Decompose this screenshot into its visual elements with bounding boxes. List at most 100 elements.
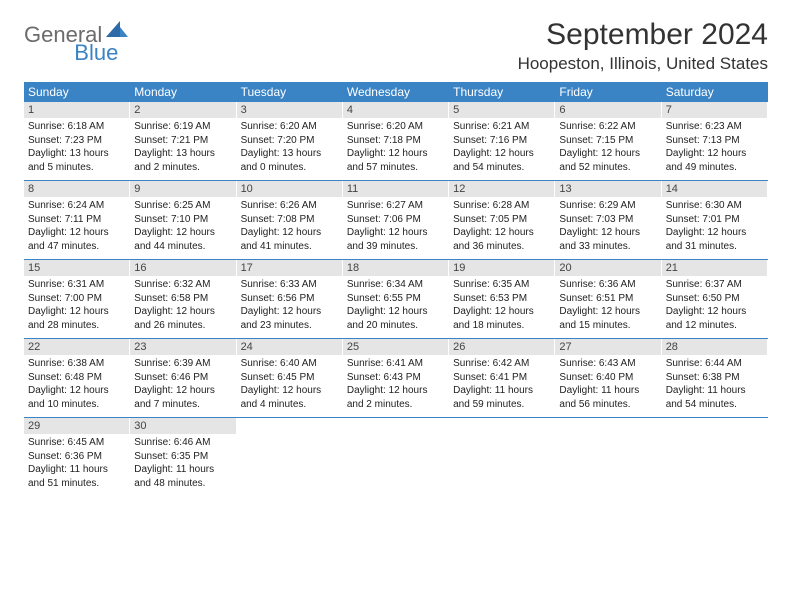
day-cell: 24Sunrise: 6:40 AMSunset: 6:45 PMDayligh… xyxy=(237,339,343,417)
sunset: Sunset: 6:41 PM xyxy=(453,371,550,385)
day-number: 17 xyxy=(237,260,342,276)
day-cell: 20Sunrise: 6:36 AMSunset: 6:51 PMDayligh… xyxy=(555,260,661,338)
day-number xyxy=(662,418,767,434)
day-number: 5 xyxy=(449,102,554,118)
daylight: Daylight: 13 hours and 2 minutes. xyxy=(134,147,231,174)
daylight: Daylight: 13 hours and 0 minutes. xyxy=(241,147,338,174)
sunrise: Sunrise: 6:31 AM xyxy=(28,278,125,292)
sunset: Sunset: 6:36 PM xyxy=(28,450,125,464)
day-number: 6 xyxy=(555,102,660,118)
sunrise: Sunrise: 6:33 AM xyxy=(241,278,338,292)
sunrise: Sunrise: 6:26 AM xyxy=(241,199,338,213)
day-cell: 23Sunrise: 6:39 AMSunset: 6:46 PMDayligh… xyxy=(130,339,236,417)
day-number xyxy=(237,418,342,434)
day-number: 22 xyxy=(24,339,129,355)
day-cell: 10Sunrise: 6:26 AMSunset: 7:08 PMDayligh… xyxy=(237,181,343,259)
day-number: 23 xyxy=(130,339,235,355)
sunrise: Sunrise: 6:36 AM xyxy=(559,278,656,292)
sunset: Sunset: 6:55 PM xyxy=(347,292,444,306)
day-details: Sunrise: 6:25 AMSunset: 7:10 PMDaylight:… xyxy=(130,197,235,257)
sunrise: Sunrise: 6:21 AM xyxy=(453,120,550,134)
daylight: Daylight: 12 hours and 44 minutes. xyxy=(134,226,231,253)
sunset: Sunset: 7:11 PM xyxy=(28,213,125,227)
day-number: 30 xyxy=(130,418,235,434)
day-details: Sunrise: 6:40 AMSunset: 6:45 PMDaylight:… xyxy=(237,355,342,415)
weekday-friday: Friday xyxy=(555,82,661,102)
daylight: Daylight: 12 hours and 23 minutes. xyxy=(241,305,338,332)
weekday-sunday: Sunday xyxy=(24,82,130,102)
sunrise: Sunrise: 6:39 AM xyxy=(134,357,231,371)
day-details: Sunrise: 6:28 AMSunset: 7:05 PMDaylight:… xyxy=(449,197,554,257)
sunset: Sunset: 6:35 PM xyxy=(134,450,231,464)
daylight: Daylight: 12 hours and 10 minutes. xyxy=(28,384,125,411)
daylight: Daylight: 12 hours and 49 minutes. xyxy=(666,147,763,174)
day-number: 15 xyxy=(24,260,129,276)
logo-text-blue: Blue xyxy=(74,40,118,66)
daylight: Daylight: 12 hours and 4 minutes. xyxy=(241,384,338,411)
sunrise: Sunrise: 6:30 AM xyxy=(666,199,763,213)
sunrise: Sunrise: 6:41 AM xyxy=(347,357,444,371)
day-cell: 5Sunrise: 6:21 AMSunset: 7:16 PMDaylight… xyxy=(449,102,555,180)
sunset: Sunset: 6:45 PM xyxy=(241,371,338,385)
daylight: Daylight: 11 hours and 56 minutes. xyxy=(559,384,656,411)
sunset: Sunset: 7:01 PM xyxy=(666,213,763,227)
day-cell: 30Sunrise: 6:46 AMSunset: 6:35 PMDayligh… xyxy=(130,418,236,496)
sunset: Sunset: 7:21 PM xyxy=(134,134,231,148)
logo: General Blue xyxy=(24,22,174,48)
sunset: Sunset: 6:43 PM xyxy=(347,371,444,385)
day-cell: 6Sunrise: 6:22 AMSunset: 7:15 PMDaylight… xyxy=(555,102,661,180)
day-cell: 29Sunrise: 6:45 AMSunset: 6:36 PMDayligh… xyxy=(24,418,130,496)
daylight: Daylight: 12 hours and 33 minutes. xyxy=(559,226,656,253)
day-number: 21 xyxy=(662,260,767,276)
week-row: 1Sunrise: 6:18 AMSunset: 7:23 PMDaylight… xyxy=(24,102,768,181)
sunrise: Sunrise: 6:23 AM xyxy=(666,120,763,134)
day-number xyxy=(449,418,554,434)
sunset: Sunset: 6:51 PM xyxy=(559,292,656,306)
header: General Blue September 2024 Hoopeston, I… xyxy=(24,18,768,74)
day-number xyxy=(343,418,448,434)
sunrise: Sunrise: 6:18 AM xyxy=(28,120,125,134)
sunset: Sunset: 6:40 PM xyxy=(559,371,656,385)
day-details: Sunrise: 6:46 AMSunset: 6:35 PMDaylight:… xyxy=(130,434,235,494)
sunrise: Sunrise: 6:45 AM xyxy=(28,436,125,450)
day-cell: 26Sunrise: 6:42 AMSunset: 6:41 PMDayligh… xyxy=(449,339,555,417)
daylight: Daylight: 12 hours and 12 minutes. xyxy=(666,305,763,332)
daylight: Daylight: 12 hours and 15 minutes. xyxy=(559,305,656,332)
daylight: Daylight: 12 hours and 18 minutes. xyxy=(453,305,550,332)
day-number: 9 xyxy=(130,181,235,197)
location: Hoopeston, Illinois, United States xyxy=(518,54,768,74)
sunset: Sunset: 6:48 PM xyxy=(28,371,125,385)
day-details: Sunrise: 6:23 AMSunset: 7:13 PMDaylight:… xyxy=(662,118,767,178)
sunrise: Sunrise: 6:38 AM xyxy=(28,357,125,371)
day-cell: 21Sunrise: 6:37 AMSunset: 6:50 PMDayligh… xyxy=(662,260,768,338)
day-number: 1 xyxy=(24,102,129,118)
day-number: 3 xyxy=(237,102,342,118)
day-details: Sunrise: 6:35 AMSunset: 6:53 PMDaylight:… xyxy=(449,276,554,336)
day-details: Sunrise: 6:45 AMSunset: 6:36 PMDaylight:… xyxy=(24,434,129,494)
sunset: Sunset: 6:53 PM xyxy=(453,292,550,306)
sunrise: Sunrise: 6:29 AM xyxy=(559,199,656,213)
day-cell: 12Sunrise: 6:28 AMSunset: 7:05 PMDayligh… xyxy=(449,181,555,259)
day-details: Sunrise: 6:43 AMSunset: 6:40 PMDaylight:… xyxy=(555,355,660,415)
daylight: Daylight: 12 hours and 7 minutes. xyxy=(134,384,231,411)
day-details: Sunrise: 6:22 AMSunset: 7:15 PMDaylight:… xyxy=(555,118,660,178)
day-details: Sunrise: 6:36 AMSunset: 6:51 PMDaylight:… xyxy=(555,276,660,336)
day-details: Sunrise: 6:18 AMSunset: 7:23 PMDaylight:… xyxy=(24,118,129,178)
sunrise: Sunrise: 6:25 AM xyxy=(134,199,231,213)
day-number: 27 xyxy=(555,339,660,355)
day-cell: 25Sunrise: 6:41 AMSunset: 6:43 PMDayligh… xyxy=(343,339,449,417)
daylight: Daylight: 12 hours and 31 minutes. xyxy=(666,226,763,253)
day-number: 11 xyxy=(343,181,448,197)
sunrise: Sunrise: 6:24 AM xyxy=(28,199,125,213)
day-details: Sunrise: 6:30 AMSunset: 7:01 PMDaylight:… xyxy=(662,197,767,257)
daylight: Daylight: 12 hours and 47 minutes. xyxy=(28,226,125,253)
day-number: 28 xyxy=(662,339,767,355)
day-cell: 11Sunrise: 6:27 AMSunset: 7:06 PMDayligh… xyxy=(343,181,449,259)
sunset: Sunset: 7:18 PM xyxy=(347,134,444,148)
day-details: Sunrise: 6:34 AMSunset: 6:55 PMDaylight:… xyxy=(343,276,448,336)
day-details: Sunrise: 6:27 AMSunset: 7:06 PMDaylight:… xyxy=(343,197,448,257)
day-number: 12 xyxy=(449,181,554,197)
daylight: Daylight: 12 hours and 41 minutes. xyxy=(241,226,338,253)
day-number: 10 xyxy=(237,181,342,197)
day-cell: 18Sunrise: 6:34 AMSunset: 6:55 PMDayligh… xyxy=(343,260,449,338)
